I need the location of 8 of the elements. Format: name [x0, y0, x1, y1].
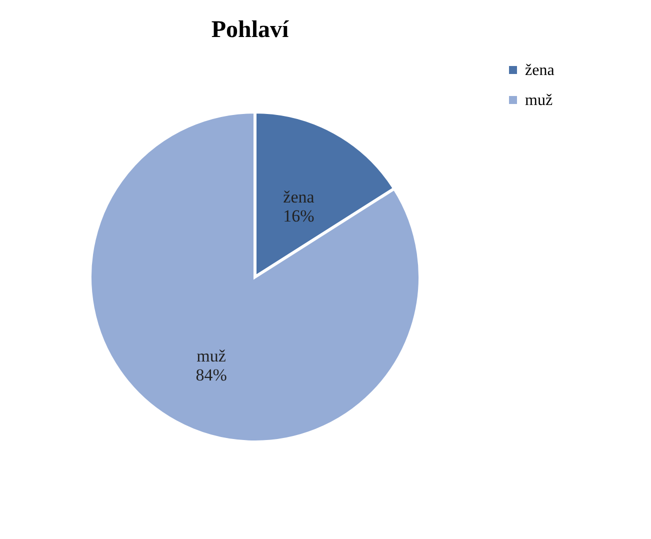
slice-label: žena: [283, 187, 315, 206]
legend-label: žena: [525, 62, 554, 79]
legend-label: muž: [525, 92, 553, 109]
data-label: 16%: [283, 206, 314, 226]
pie-slice: [88, 110, 422, 444]
data-label: 84%: [196, 366, 227, 385]
chart-title: Pohlaví: [211, 17, 290, 43]
slice-label: muž: [196, 346, 226, 366]
